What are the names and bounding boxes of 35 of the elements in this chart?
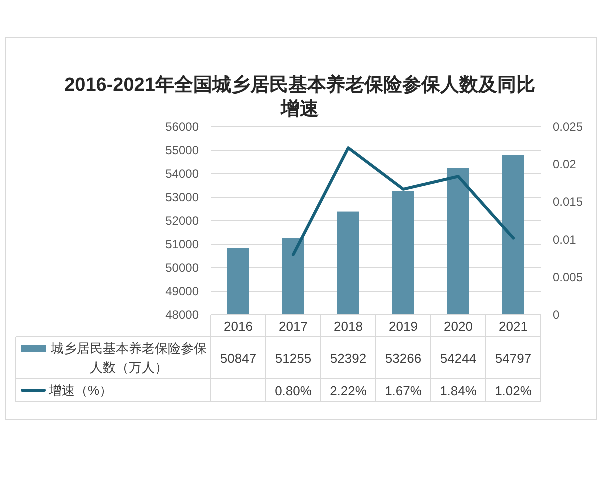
data-label: 2.22% [330,384,368,398]
x-tick-label: 2021 [499,319,528,334]
y2-tick-label: 0.02 [553,158,577,172]
y2-tick-label: 0.01 [553,232,577,247]
y2-tick-label: 0 [553,308,560,322]
x-tick-label: 2019 [389,319,418,334]
y-tick-label: 48000 [166,308,200,322]
legend-label: 增速（%） [49,382,114,400]
legend-label: 城乡居民基本养老保险参保人数（万人） [50,340,208,377]
y-tick-label: 56000 [166,120,200,134]
y2-tick-label: 0.025 [553,120,584,134]
data-label: 1.02% [495,384,532,398]
x-tick-label: 2016 [224,319,253,334]
y-tick-label: 54000 [166,167,200,181]
y-tick-label: 55000 [166,144,200,158]
y2-tick-label: 0.015 [553,195,584,210]
data-label: 54244 [440,351,477,366]
chart-title: 2016-2021年全国城乡居民基本养老保险参保人数及同比增速 [64,75,536,120]
data-label: 1.67% [385,384,422,398]
y-tick-label: 53000 [166,190,200,204]
y-tick-label: 50000 [166,261,200,275]
y2-tick-label: 0.005 [553,270,584,284]
x-tick-label: 2017 [279,319,308,334]
data-label: 0.80% [275,384,312,398]
x-tick-label: 2018 [334,319,363,334]
y-tick-label: 51000 [166,238,200,252]
y-tick-label: 49000 [166,284,200,298]
x-tick-label: 2020 [444,319,473,334]
y-tick-label: 52000 [166,214,200,228]
data-label: 52392 [330,351,367,366]
data-label: 50847 [220,351,257,366]
data-label: 53266 [385,351,422,366]
data-label: 51255 [275,351,312,366]
data-label: 54797 [495,351,532,366]
data-label: 1.84% [440,384,478,398]
